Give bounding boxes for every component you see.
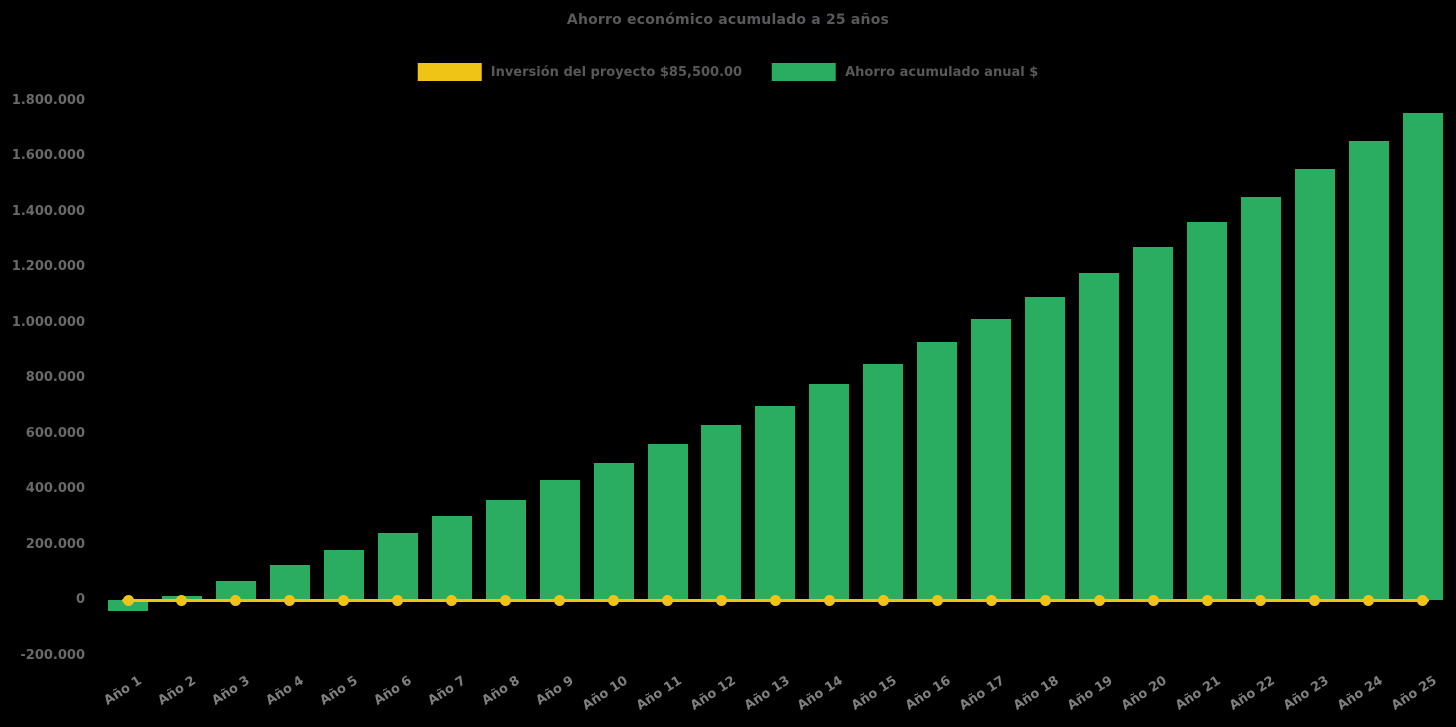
savings-bar-año-12	[701, 424, 742, 600]
chart-title: Ahorro económico acumulado a 25 años	[566, 12, 890, 28]
savings-bar-año-21	[1187, 222, 1227, 600]
investment-line-marker	[662, 594, 673, 606]
y-axis-tick-label: 1.200.000	[11, 259, 85, 274]
x-axis-tick-label: Año 19	[1065, 673, 1116, 714]
x-axis-tick-label: Año 25	[1388, 673, 1440, 714]
savings-bar-año-3	[215, 580, 256, 600]
investment-line-marker	[985, 594, 997, 606]
investment-line-marker	[284, 594, 296, 606]
x-axis-tick-label: Año 14	[795, 673, 847, 714]
investment-swatch	[417, 63, 482, 81]
investment-line-marker	[715, 594, 727, 606]
savings-bar-año-5	[323, 550, 364, 600]
savings-bar-año-20	[1133, 247, 1174, 600]
x-axis-tick-label: Año 9	[533, 673, 577, 709]
investment-line-marker	[176, 594, 188, 606]
x-axis-tick-label: Año 4	[263, 673, 307, 709]
x-axis-tick-label: Año 21	[1172, 673, 1224, 714]
x-axis-tick-label: Año 3	[209, 673, 253, 709]
savings-bar-año-18	[1025, 296, 1066, 600]
savings-bar-año-10	[593, 462, 634, 600]
x-axis-tick-label: Año 10	[579, 673, 631, 714]
x-axis-tick-label: Año 20	[1119, 673, 1170, 714]
legend-item-savings: Ahorro acumulado anual $	[772, 63, 1038, 81]
investment-line-marker	[769, 594, 781, 606]
investment-line-marker	[1093, 594, 1105, 606]
y-axis-tick-label: -200.000	[20, 647, 85, 663]
x-axis-tick-label: Año 15	[849, 673, 901, 714]
y-axis-tick-label: 1.400.000	[11, 203, 85, 219]
y-axis-tick-label: 200.000	[25, 536, 85, 552]
savings-bar-año-23	[1294, 169, 1335, 600]
savings-bar-año-9	[539, 480, 580, 600]
savings-bar-año-24	[1348, 140, 1389, 600]
investment-line-marker	[1255, 594, 1267, 606]
savings-bar-año-25	[1402, 112, 1443, 600]
x-axis-tick-label: Año 11	[633, 673, 685, 714]
investment-line-marker	[931, 594, 943, 606]
x-axis-tick-label: Año 17	[957, 673, 1009, 714]
investment-line-marker	[823, 594, 835, 606]
y-axis-tick-label: 400.000	[25, 481, 85, 496]
savings-bar-año-13	[755, 405, 796, 600]
investment-line-marker	[1201, 594, 1213, 606]
savings-bar-año-17	[971, 319, 1012, 600]
investment-line-marker	[338, 594, 350, 606]
savings-bar-año-7	[431, 515, 472, 600]
savings-bar-año-22	[1240, 196, 1281, 600]
investment-line-marker	[230, 594, 242, 606]
x-axis-tick-label: Año 24	[1334, 673, 1386, 714]
y-axis-tick-label: 1.600.000	[11, 148, 85, 163]
x-axis-tick-label: Año 6	[371, 673, 415, 709]
x-axis-tick-label: Año 13	[741, 673, 793, 714]
x-axis-tick-label: Año 7	[425, 673, 469, 709]
savings-bar-año-4	[269, 565, 310, 600]
investment-line-marker	[392, 594, 404, 606]
savings-bar-año-11	[647, 444, 688, 600]
y-axis-tick-label: 600.000	[25, 425, 85, 441]
investment-line-marker	[122, 594, 134, 606]
y-axis-tick-label: 1.000.000	[11, 314, 85, 330]
x-axis-tick-label: Año 2	[155, 673, 199, 709]
investment-line-marker	[608, 594, 620, 606]
y-axis-tick-label: 800.000	[25, 370, 85, 385]
savings-bar-año-6	[377, 532, 418, 600]
investment-line-marker	[446, 594, 458, 606]
savings-label: Ahorro acumulado anual $	[845, 64, 1039, 80]
savings-bar-año-8	[485, 499, 526, 600]
savings-bar-año-19	[1079, 272, 1120, 600]
x-axis-tick-label: Año 12	[687, 673, 739, 714]
investment-line-marker	[1363, 594, 1375, 606]
y-axis-tick-label: 1.800.000	[11, 92, 85, 108]
savings-bar-año-15	[863, 363, 904, 600]
savings-bar-año-16	[917, 342, 958, 600]
investment-line-marker	[1417, 594, 1429, 606]
investment-label: Inversión del proyecto $85,500.00	[490, 64, 743, 80]
x-axis-tick-label: Año 16	[903, 673, 955, 714]
savings-bar-año-14	[809, 383, 850, 600]
legend-item-investment: Inversión del proyecto $85,500.00	[417, 63, 743, 81]
investment-line-marker	[500, 594, 512, 606]
x-axis-tick-label: Año 8	[479, 673, 523, 709]
investment-line-marker	[1039, 594, 1051, 606]
investment-line-marker	[554, 594, 566, 606]
x-axis-tick-label: Año 18	[1011, 673, 1062, 714]
x-axis-tick-label: Año 23	[1280, 673, 1332, 714]
x-axis-tick-label: Año 5	[317, 673, 361, 709]
investment-line-marker	[1147, 594, 1159, 606]
x-axis-tick-label: Año 1	[101, 673, 145, 709]
x-axis-tick-label: Año 22	[1226, 673, 1278, 714]
investment-line-marker	[877, 594, 889, 606]
legend: Inversión del proyecto $85,500.00 Ahorro…	[417, 63, 1038, 81]
savings-swatch	[772, 63, 837, 81]
investment-line-marker	[1309, 594, 1321, 606]
y-axis-tick-label: 0	[75, 592, 85, 607]
